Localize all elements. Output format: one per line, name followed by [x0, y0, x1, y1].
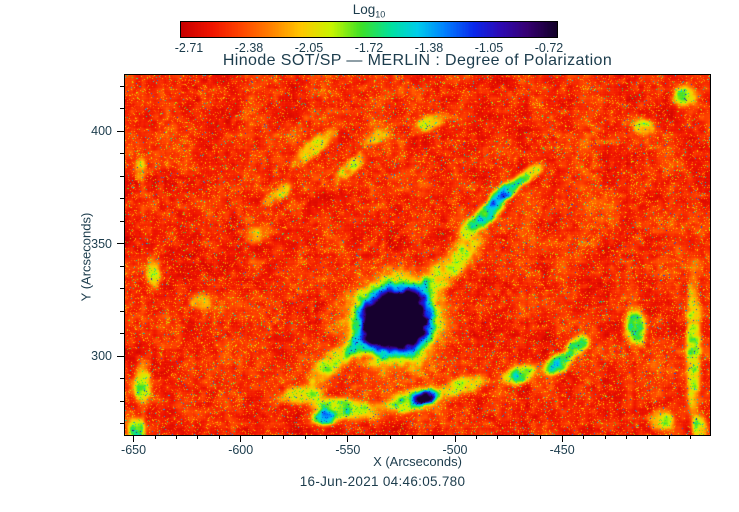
- y-minor-tick: [120, 198, 124, 200]
- colorbar-tick-label: -0.72: [534, 41, 564, 55]
- y-axis-label: Y (Arcseconds): [78, 212, 94, 302]
- y-minor-tick: [120, 310, 124, 312]
- x-minor-tick: [497, 436, 499, 439]
- colorbar-tick-label: -1.05: [474, 41, 504, 55]
- x-tick-label: -450: [549, 443, 575, 457]
- y-minor-tick: [120, 288, 124, 290]
- x-minor-tick: [304, 436, 306, 439]
- colorbar-tick-label: -1.38: [414, 41, 444, 55]
- x-minor-tick: [604, 436, 606, 439]
- y-minor-tick: [120, 333, 124, 335]
- x-minor-tick: [197, 436, 199, 439]
- x-tick-label: -600: [228, 443, 254, 457]
- x-tick-label: -500: [442, 443, 468, 457]
- y-minor-tick: [120, 220, 124, 222]
- x-minor-tick: [475, 436, 477, 439]
- y-minor-tick: [120, 175, 124, 177]
- x-minor-tick: [283, 436, 285, 439]
- x-tick-label: -650: [121, 443, 147, 457]
- y-minor-tick: [120, 378, 124, 380]
- x-minor-tick: [390, 436, 392, 439]
- x-minor-tick: [218, 436, 220, 439]
- y-minor-tick: [120, 108, 124, 110]
- x-minor-tick: [583, 436, 585, 439]
- y-minor-tick: [120, 400, 124, 402]
- x-minor-tick: [518, 436, 520, 439]
- x-major-tick: [561, 436, 563, 442]
- x-minor-tick: [175, 436, 177, 439]
- x-minor-tick: [540, 436, 542, 439]
- y-minor-tick: [120, 85, 124, 87]
- x-axis-label: X (Arcseconds): [373, 454, 462, 469]
- heatmap-image: [124, 74, 711, 436]
- colorbar-tick-label: -1.72: [354, 41, 384, 55]
- colorbar-tick-label: -2.05: [294, 41, 324, 55]
- y-tick-label: 350: [91, 236, 112, 251]
- colorbar-tick-label: -2.38: [234, 41, 264, 55]
- x-minor-tick: [325, 436, 327, 439]
- x-minor-tick: [411, 436, 413, 439]
- colorbar-title: Log10: [180, 2, 558, 20]
- plot-title: Hinode SOT/SP — MERLIN : Degree of Polar…: [222, 52, 613, 69]
- x-major-tick: [240, 436, 242, 442]
- timestamp: 16-Jun-2021 04:46:05.780: [299, 474, 466, 489]
- x-minor-tick: [368, 436, 370, 439]
- x-major-tick: [133, 436, 135, 442]
- x-tick-label: -550: [335, 443, 361, 457]
- y-tick-label: 300: [91, 349, 112, 364]
- y-major-tick: [117, 243, 124, 245]
- y-minor-tick: [120, 423, 124, 425]
- x-minor-tick: [690, 436, 692, 439]
- colorbar-title-subscript: 10: [375, 9, 386, 20]
- x-major-tick: [454, 436, 456, 442]
- colorbar: [180, 21, 558, 38]
- y-tick-label: 400: [91, 124, 112, 139]
- y-minor-tick: [120, 265, 124, 267]
- x-minor-tick: [625, 436, 627, 439]
- colorbar-tick-label: -2.71: [174, 41, 204, 55]
- y-major-tick: [117, 355, 124, 357]
- colorbar-title-text: Log: [352, 2, 376, 17]
- y-minor-tick: [120, 153, 124, 155]
- x-major-tick: [347, 436, 349, 442]
- x-minor-tick: [261, 436, 263, 439]
- x-minor-tick: [668, 436, 670, 439]
- x-minor-tick: [154, 436, 156, 439]
- x-minor-tick: [647, 436, 649, 439]
- y-major-tick: [117, 130, 124, 132]
- x-minor-tick: [433, 436, 435, 439]
